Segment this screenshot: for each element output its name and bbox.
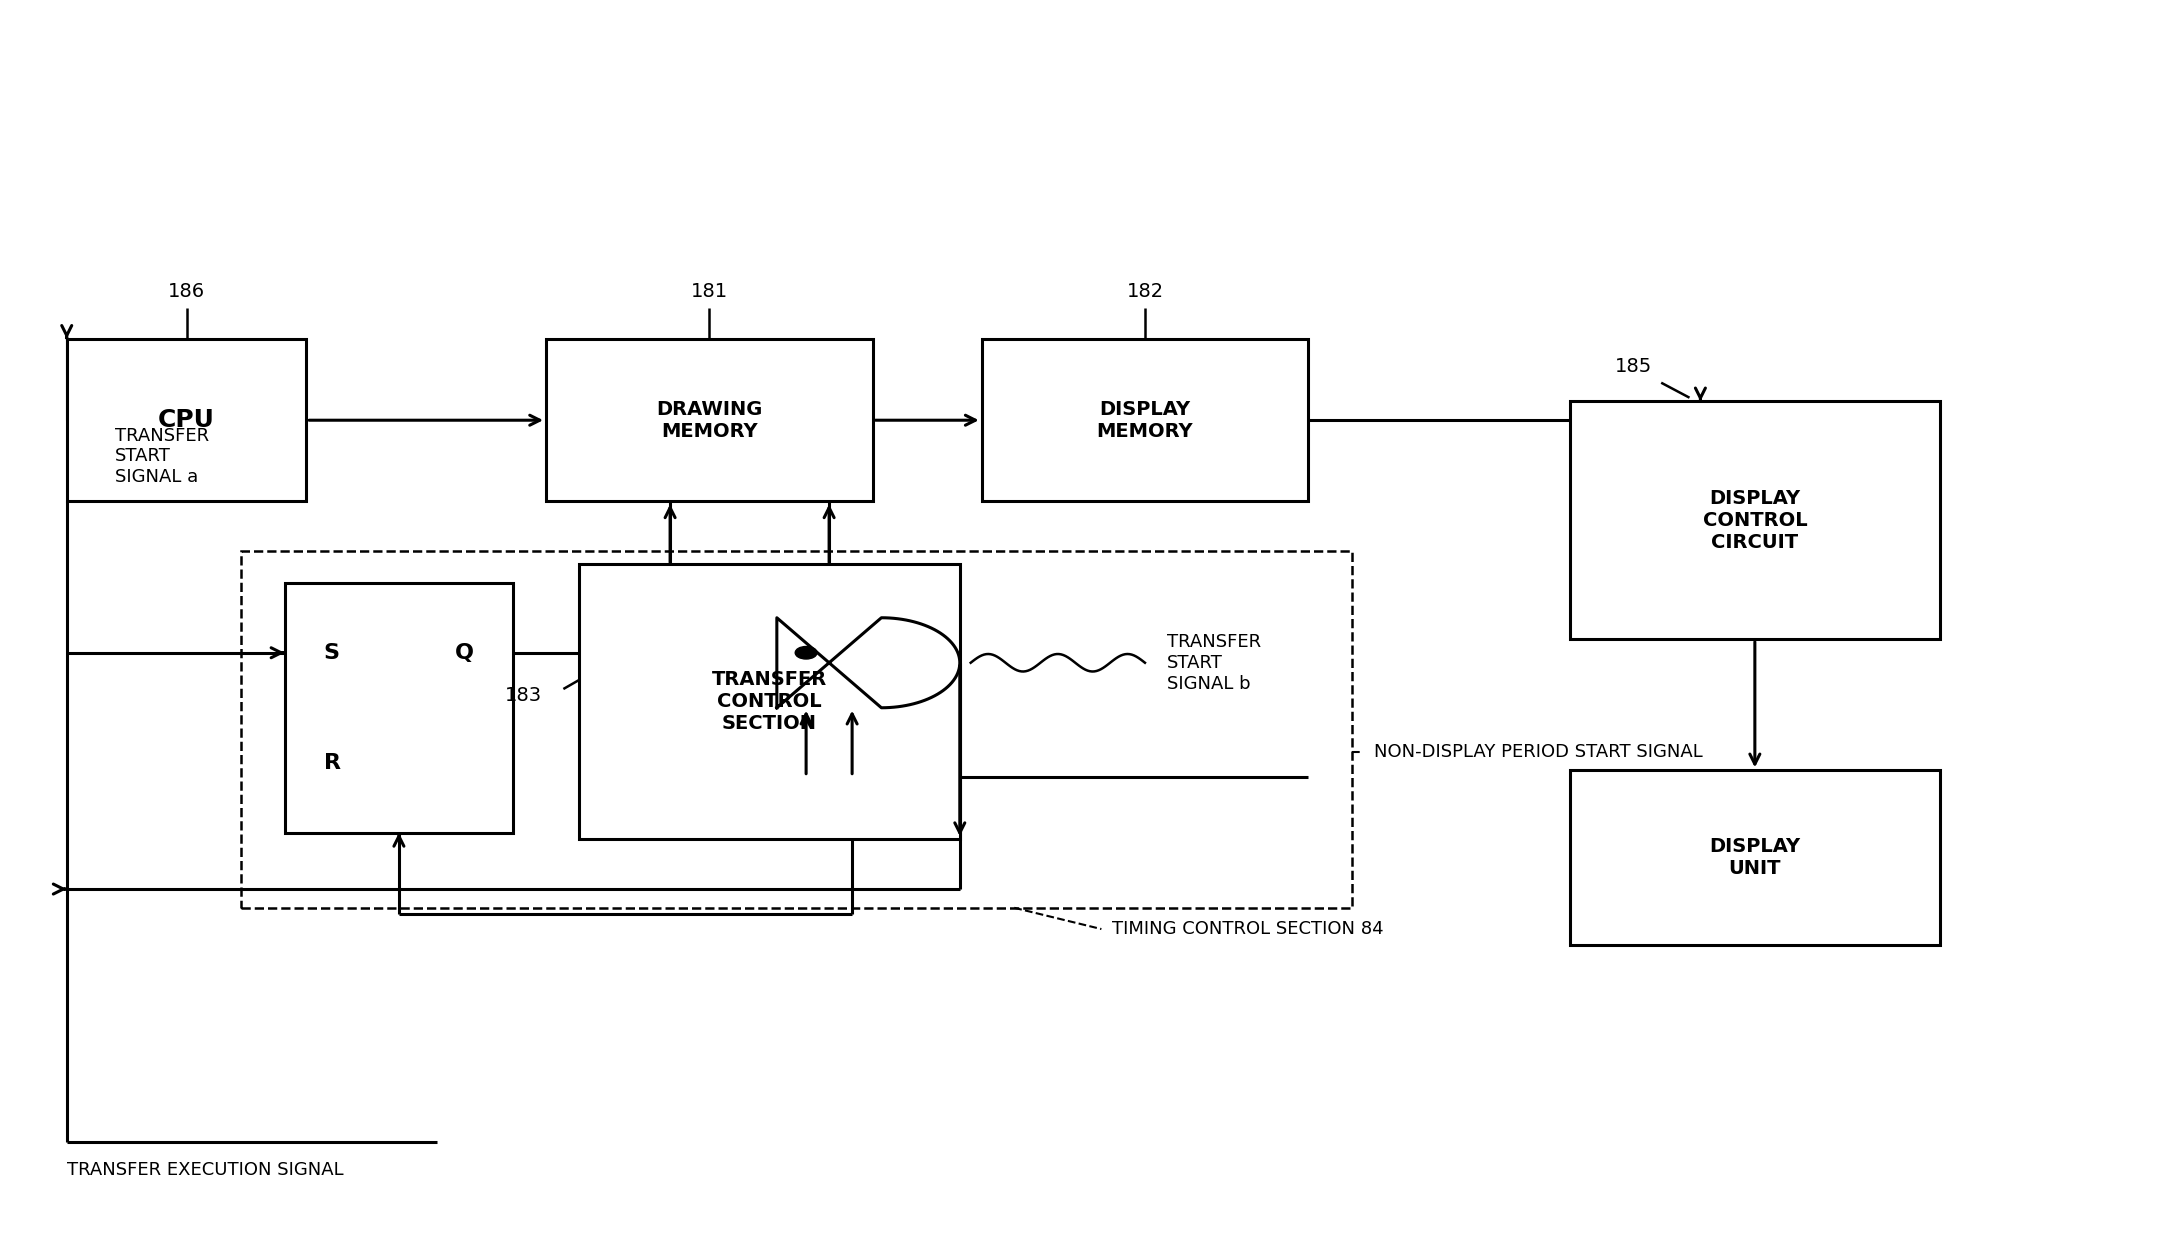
Polygon shape bbox=[776, 618, 960, 708]
Bar bbox=[1570, 771, 1941, 945]
Text: DISPLAY
CONTROL
CIRCUIT: DISPLAY CONTROL CIRCUIT bbox=[1703, 489, 1808, 551]
Text: DISPLAY
UNIT: DISPLAY UNIT bbox=[1710, 837, 1802, 878]
Text: TRANSFER
START
SIGNAL b: TRANSFER START SIGNAL b bbox=[1167, 633, 1261, 693]
Text: 182: 182 bbox=[1125, 282, 1162, 302]
Circle shape bbox=[796, 647, 818, 659]
Bar bbox=[545, 340, 872, 501]
Text: Q: Q bbox=[456, 643, 473, 663]
Text: TRANSFER EXECUTION SIGNAL: TRANSFER EXECUTION SIGNAL bbox=[68, 1162, 342, 1179]
Bar bbox=[240, 551, 1352, 908]
Text: DISPLAY
MEMORY: DISPLAY MEMORY bbox=[1097, 400, 1193, 441]
Bar bbox=[68, 340, 305, 501]
Bar bbox=[1570, 401, 1941, 639]
Bar bbox=[981, 340, 1309, 501]
Text: R: R bbox=[323, 753, 340, 773]
Text: DRAWING
MEMORY: DRAWING MEMORY bbox=[656, 400, 763, 441]
Text: 183: 183 bbox=[504, 685, 541, 704]
Bar bbox=[284, 583, 513, 833]
Text: S: S bbox=[323, 643, 340, 663]
Text: TRANSFER
CONTROL
SECTION: TRANSFER CONTROL SECTION bbox=[711, 670, 827, 733]
Bar bbox=[578, 564, 960, 840]
Text: 181: 181 bbox=[691, 282, 728, 302]
Text: TIMING CONTROL SECTION 84: TIMING CONTROL SECTION 84 bbox=[1112, 920, 1385, 938]
Text: 186: 186 bbox=[168, 282, 205, 302]
Text: CPU: CPU bbox=[157, 408, 216, 432]
Text: NON-DISPLAY PERIOD START SIGNAL: NON-DISPLAY PERIOD START SIGNAL bbox=[1374, 743, 1703, 761]
Text: TRANSFER
START
SIGNAL a: TRANSFER START SIGNAL a bbox=[116, 427, 209, 486]
Text: 185: 185 bbox=[1616, 357, 1653, 376]
